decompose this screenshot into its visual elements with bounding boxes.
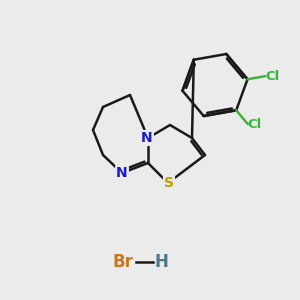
Text: Br: Br xyxy=(112,253,133,271)
Text: H: H xyxy=(155,253,169,271)
Text: N: N xyxy=(141,131,153,145)
Text: S: S xyxy=(164,176,174,190)
Text: Cl: Cl xyxy=(265,70,279,83)
Text: N: N xyxy=(116,166,128,180)
Text: Cl: Cl xyxy=(248,118,262,130)
